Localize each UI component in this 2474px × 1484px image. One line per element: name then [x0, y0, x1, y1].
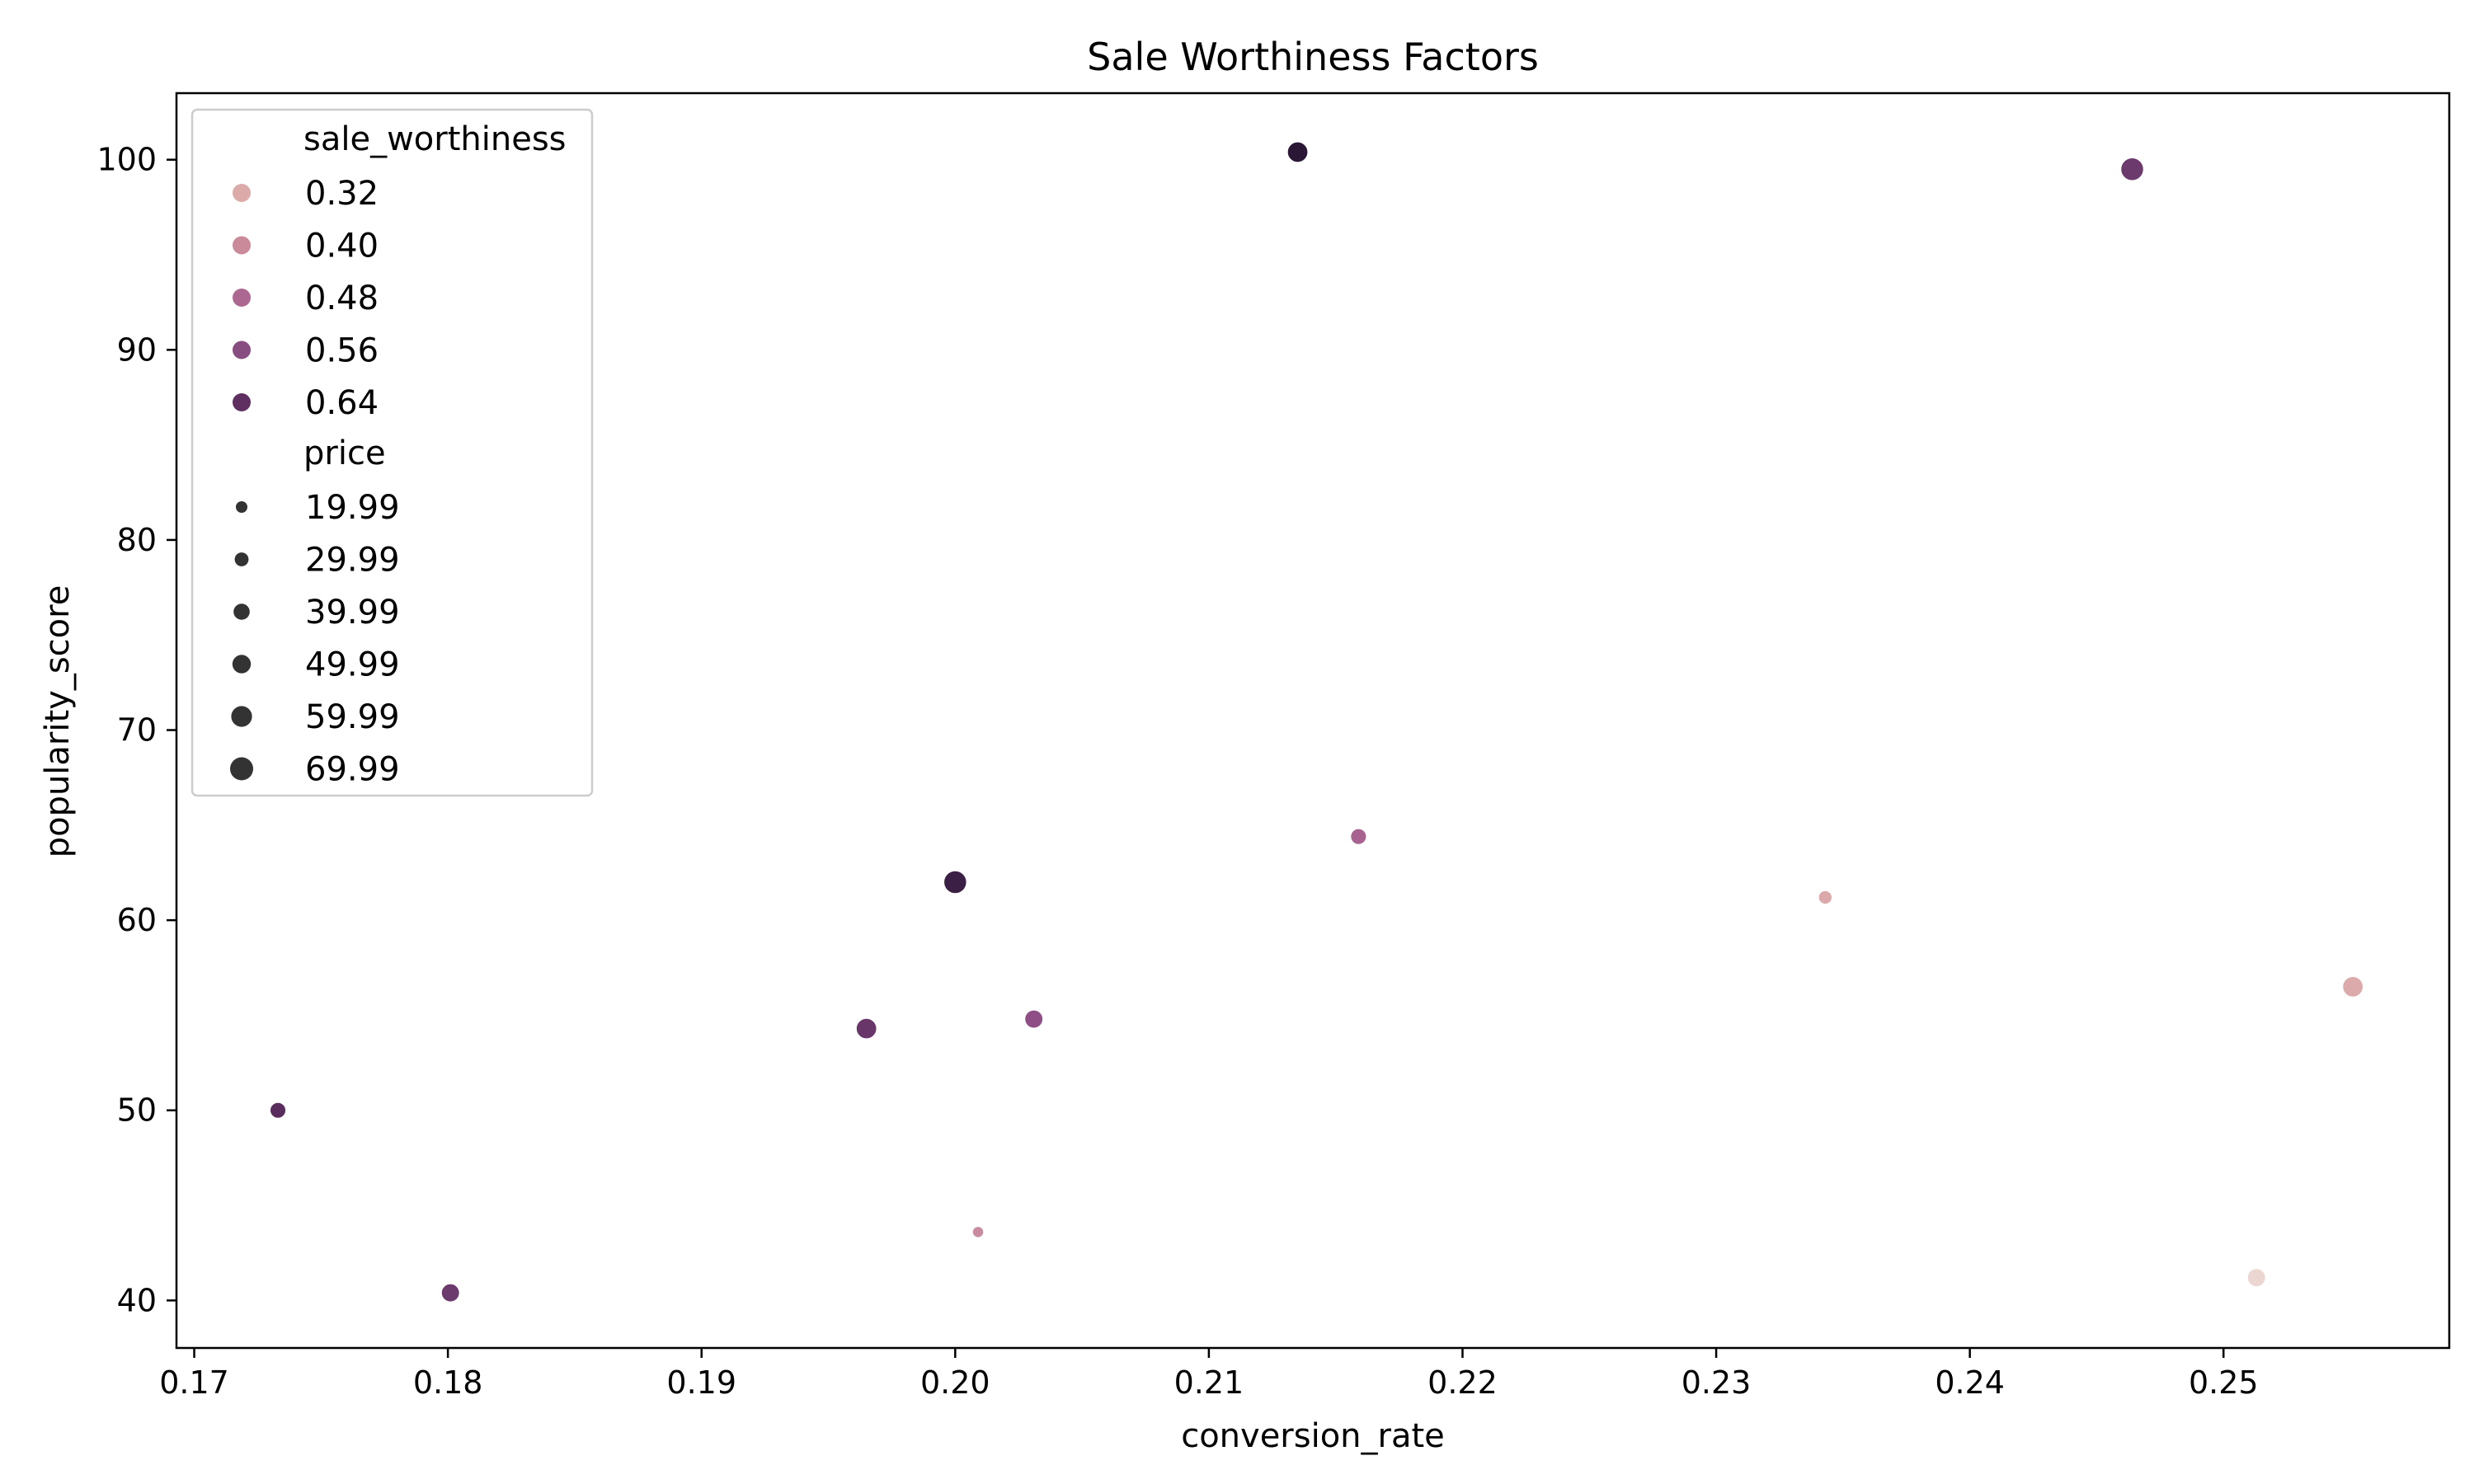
data-point — [269, 1101, 287, 1120]
x-tick-label: 0.18 — [413, 1364, 483, 1401]
legend-hue-label: 0.56 — [305, 332, 379, 370]
plot-area-frame — [175, 92, 2451, 1350]
y-tick-label: 60 — [117, 902, 157, 938]
data-point — [971, 1225, 985, 1239]
x-tick-label: 0.19 — [666, 1364, 736, 1401]
legend-hue-marker — [233, 236, 251, 255]
legend-hue-label: 0.64 — [305, 384, 379, 422]
legend-size-marker — [230, 757, 253, 781]
y-tick-label: 40 — [117, 1282, 157, 1318]
legend-hue-entries: 0.32 0.40 0.48 0.56 0.64 — [233, 175, 379, 422]
legend-size-marker — [233, 603, 250, 620]
legend-size-label: 69.99 — [305, 751, 400, 789]
x-axis: 0.17 0.18 0.19 0.20 0.21 0.22 0.23 0.24 0.25 — [159, 1348, 2259, 1401]
legend-size-marker — [236, 501, 247, 513]
data-point — [855, 1017, 877, 1040]
legend-size-marker — [231, 706, 252, 727]
legend-size-label: 39.99 — [305, 594, 400, 632]
y-axis-label: popularity_score — [39, 585, 77, 858]
data-point — [1286, 141, 1309, 163]
legend-hue-marker — [233, 340, 251, 359]
y-tick-label: 50 — [117, 1092, 157, 1129]
x-tick-label: 0.17 — [159, 1364, 229, 1401]
legend-size-marker — [232, 655, 252, 674]
x-tick-label: 0.22 — [1427, 1364, 1498, 1401]
data-point — [440, 1283, 461, 1303]
legend-box — [190, 108, 594, 797]
y-tick-label: 70 — [117, 712, 157, 749]
y-tick-label: 90 — [117, 331, 157, 368]
x-tick-label: 0.21 — [1174, 1364, 1244, 1401]
y-tick-label: 100 — [96, 142, 157, 178]
x-tick-label: 0.23 — [1681, 1364, 1752, 1401]
legend-size-label: 19.99 — [305, 489, 400, 527]
x-tick-label: 0.24 — [1935, 1364, 2005, 1401]
plot-points — [269, 141, 2364, 1303]
data-point — [2119, 157, 2145, 181]
legend-size-label: 29.99 — [305, 542, 400, 580]
x-tick-label: 0.25 — [2189, 1364, 2259, 1401]
data-point — [1818, 890, 1833, 905]
legend-hue-title: sale_worthiness — [303, 120, 567, 158]
data-point — [1349, 828, 1367, 846]
y-tick-label: 80 — [117, 522, 157, 558]
legend-size-label: 59.99 — [305, 698, 400, 736]
legend-hue-marker — [233, 393, 251, 411]
legend-hue-label: 0.48 — [305, 279, 379, 317]
x-axis-label: conversion_rate — [1181, 1417, 1445, 1455]
legend-size-marker — [234, 552, 249, 566]
data-point — [943, 870, 968, 895]
data-point — [2341, 975, 2364, 998]
data-point — [2246, 1267, 2267, 1288]
legend-hue-marker — [233, 184, 251, 202]
legend-size-entries: 19.99 29.99 39.99 49.99 59.99 69.99 — [230, 489, 400, 789]
legend-size-label: 49.99 — [305, 646, 400, 684]
legend-hue-marker — [233, 289, 251, 307]
legend-size-title: price — [303, 434, 386, 472]
chart-title: Sale Worthiness Factors — [1087, 35, 1539, 79]
legend-hue-label: 0.40 — [305, 228, 379, 265]
legend: sale_worthiness 0.32 0.40 0.48 0.56 0.64 pri… — [190, 108, 594, 797]
legend-hue-label: 0.32 — [305, 175, 379, 213]
y-axis: 40 50 60 70 80 90 100 — [96, 142, 176, 1318]
data-point — [1023, 1009, 1044, 1030]
x-tick-label: 0.20 — [920, 1364, 990, 1401]
